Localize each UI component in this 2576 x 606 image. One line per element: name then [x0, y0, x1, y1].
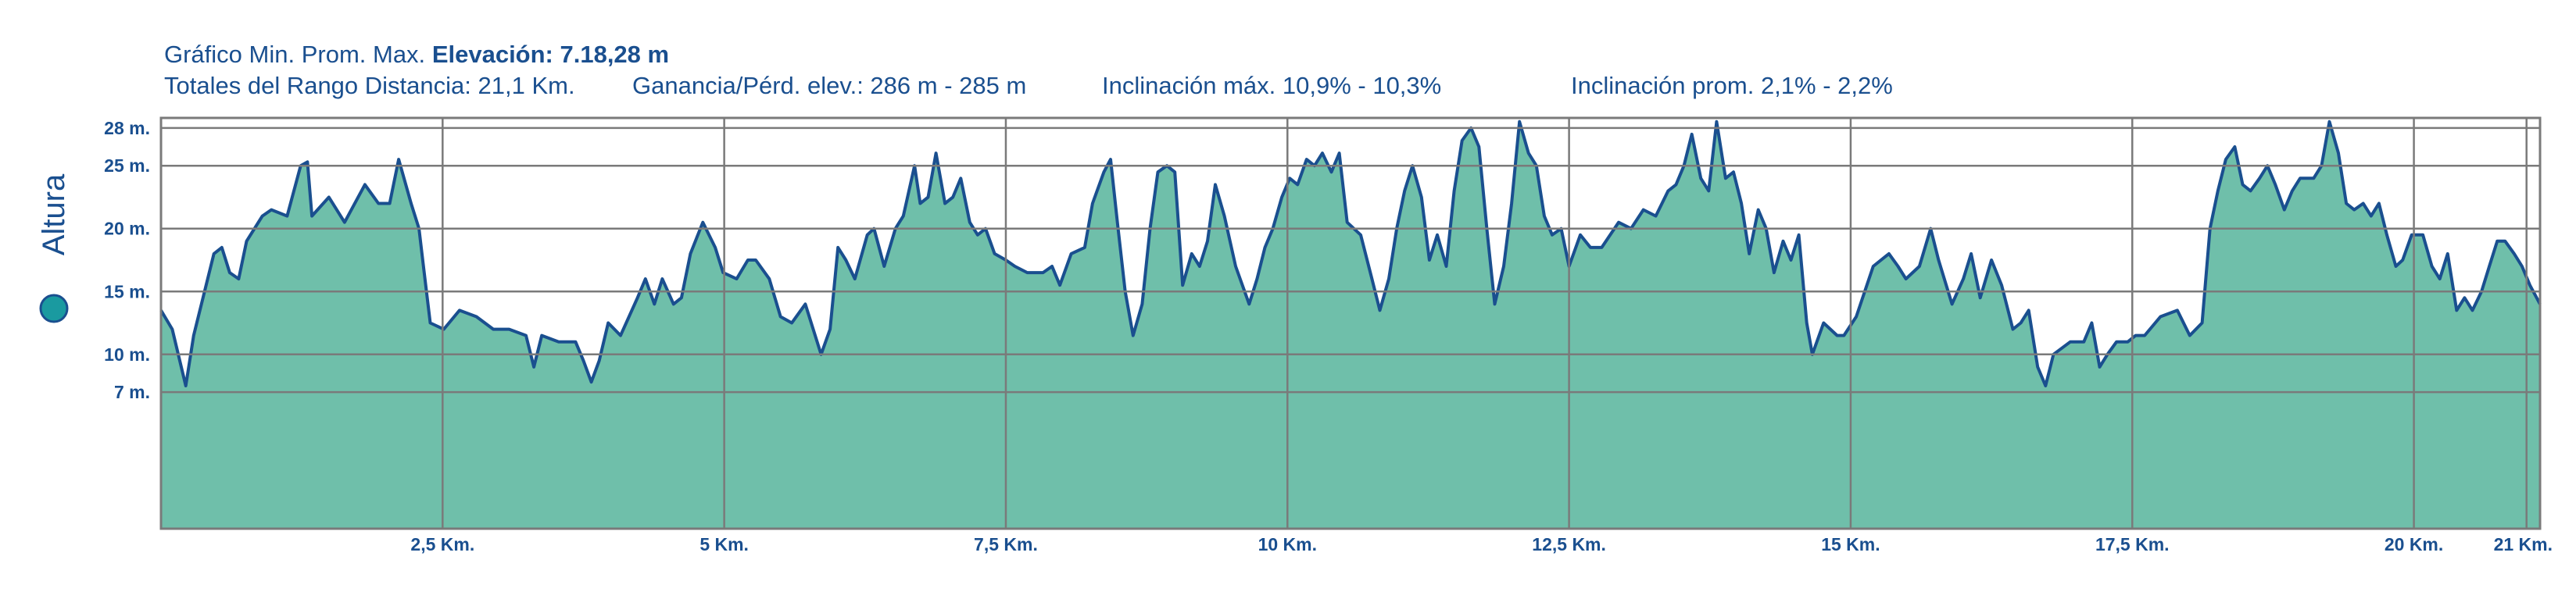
- elevation-line: [159, 119, 2542, 387]
- x-tick-label: 7,5 Km.: [974, 534, 1038, 554]
- stat: Totales del Rango Distancia: 21,1 Km.: [164, 72, 575, 99]
- stat: Inclinación máx. 10,9% - 10,3%: [1102, 72, 1441, 99]
- x-tick-label: 5 Km.: [699, 534, 749, 554]
- chart-title: Gráfico Min. Prom. Max.: [164, 41, 425, 68]
- header-line: Gráfico Min. Prom. Max. Elevación: 7.18,…: [164, 41, 669, 68]
- x-tick-label: 15 Km.: [1821, 534, 1880, 554]
- area-fill: [161, 121, 2540, 529]
- y-tick-label: 28 m.: [104, 118, 150, 138]
- legend-marker: [39, 294, 69, 323]
- y-tick-label: 20 m.: [104, 219, 150, 239]
- x-tick-label: 20 Km.: [2385, 534, 2443, 554]
- y-tick-label: 10 m.: [104, 344, 150, 365]
- x-tick-label: 17,5 Km.: [2095, 534, 2170, 554]
- plot-border: [159, 116, 2542, 530]
- stat: Ganancia/Pérd. elev.: 286 m - 285 m: [632, 72, 1026, 99]
- x-tick-label: 12,5 Km.: [1532, 534, 1606, 554]
- x-tick-label: 2,5 Km.: [410, 534, 474, 554]
- legend-label: Altura: [37, 173, 71, 255]
- stat: Inclinación prom. 2,1% - 2,2%: [1571, 72, 1893, 99]
- y-tick-label: 15 m.: [104, 281, 150, 301]
- x-tick-label: 10 Km.: [1258, 534, 1317, 554]
- x-tick-label: 21 Km.: [2494, 534, 2553, 554]
- summary: Elevación: 7.18,28 m: [432, 41, 669, 68]
- y-tick-label: 7 m.: [114, 382, 150, 402]
- y-tick-label: 25 m.: [104, 155, 150, 176]
